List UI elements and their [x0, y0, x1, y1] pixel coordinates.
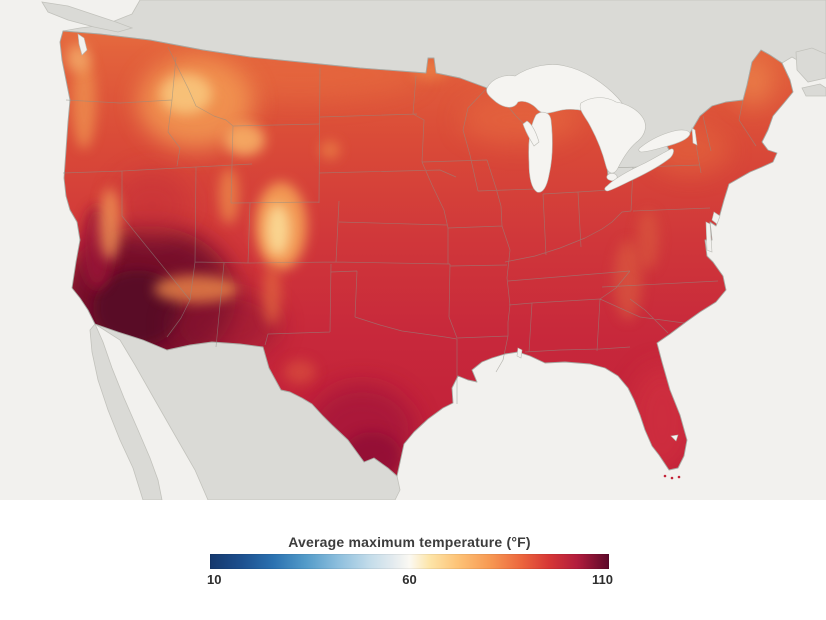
lake-ontario — [638, 129, 691, 153]
vancouver-island — [41, 1, 134, 33]
legend-tick-mid: 60 — [402, 572, 417, 587]
map-canvas — [0, 0, 826, 500]
nova-scotia — [795, 47, 826, 97]
legend: Average maximum temperature (°F) 10 60 1… — [207, 534, 613, 589]
lake-erie — [604, 148, 674, 192]
chesapeake-bay — [705, 221, 713, 253]
lake-okeechobee — [670, 434, 679, 442]
green-bay — [522, 120, 540, 147]
delaware-bay — [711, 211, 721, 225]
puget-sound — [77, 33, 88, 56]
legend-ticks: 10 60 110 — [207, 571, 613, 589]
state-borders — [62, 46, 757, 404]
legend-title: Average maximum temperature (°F) — [288, 534, 531, 550]
great-lakes — [77, 33, 721, 442]
baja-peninsula — [89, 323, 163, 500]
us-temperature-map — [0, 0, 826, 500]
lake-champlain — [691, 127, 698, 146]
legend-colorbar — [210, 554, 609, 569]
florida-keys — [663, 474, 681, 480]
mobile-bay — [516, 347, 523, 359]
lake-huron — [579, 97, 646, 174]
legend-tick-min: 10 — [207, 572, 222, 587]
legend-tick-max: 110 — [592, 572, 613, 587]
